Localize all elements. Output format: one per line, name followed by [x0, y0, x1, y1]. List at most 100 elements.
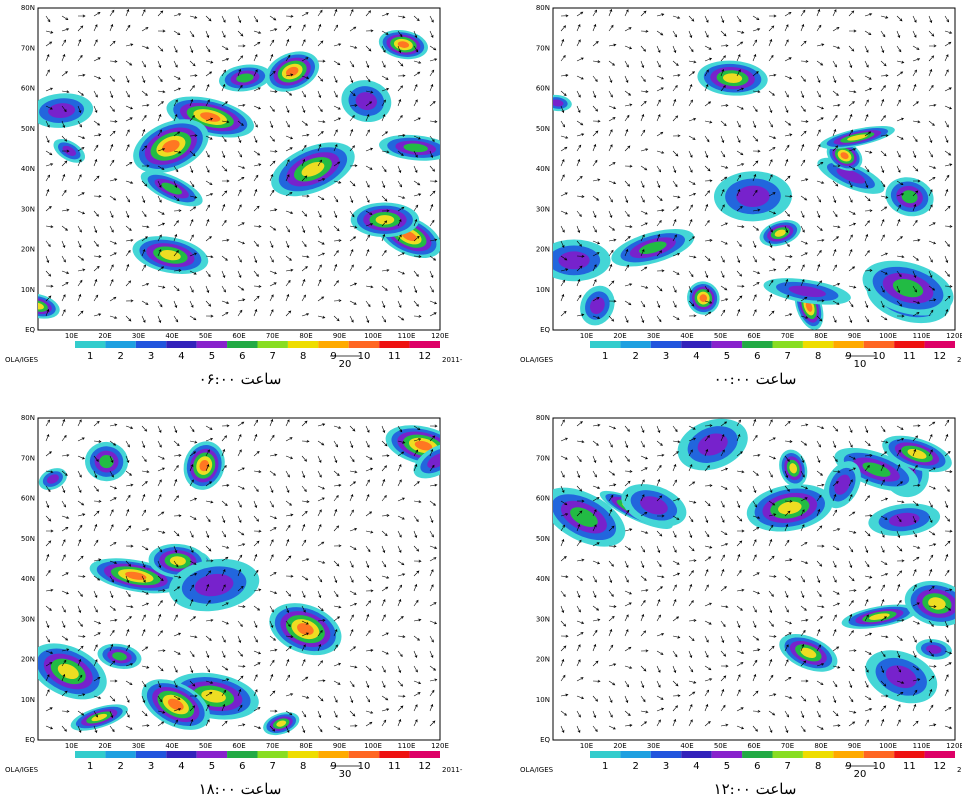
lon-label: 100E [364, 332, 382, 340]
wind-vectors [45, 8, 438, 324]
lat-label: EQ [540, 736, 550, 744]
convection-blob [99, 455, 114, 469]
colorbar-label: 2 [632, 351, 638, 362]
lon-label: 40E [165, 742, 178, 750]
colorbar-swatch [75, 751, 106, 758]
lon-label: 60E [747, 742, 760, 750]
lon-label: 110E [913, 332, 931, 340]
vector-ref-label: 20 [339, 359, 352, 370]
lat-label: 10N [536, 286, 550, 294]
map-panel: 80N 70N 60N 50N 40N 30N 20N 10N EQ 10E 20E 30E 40E 50… [5, 4, 463, 388]
lat-label: 50N [21, 125, 35, 133]
lat-label: 10N [536, 696, 550, 704]
colorbar-swatch [772, 751, 803, 758]
colorbar-label: 4 [693, 351, 699, 362]
lon-label: 40E [680, 742, 693, 750]
colorbar-swatch [227, 341, 258, 348]
vector-ref-label: 20 [854, 769, 867, 780]
lon-label: 60E [747, 332, 760, 340]
colorbar-label: 2 [632, 761, 638, 772]
colorbar-swatch [590, 751, 621, 758]
lon-label: 120E [431, 742, 449, 750]
convection-blob [236, 73, 254, 83]
colorbar-label: 10 [873, 761, 886, 772]
colorbar-swatch [318, 341, 349, 348]
colorbar-swatch [924, 341, 955, 348]
lon-label: 40E [680, 332, 693, 340]
colorbar-swatch [227, 751, 258, 758]
convection-blob [169, 556, 186, 566]
lon-label: 70E [781, 742, 794, 750]
lon-label: 90E [848, 742, 861, 750]
convection-blob [638, 241, 667, 255]
colorbar-label: 7 [270, 351, 276, 362]
lon-label: 40E [165, 332, 178, 340]
colorbar-label: 12 [933, 761, 946, 772]
convection-blob [589, 297, 605, 315]
colorbar-label: 8 [815, 351, 821, 362]
lat-label: EQ [25, 326, 35, 334]
colorbar-label: 9 [845, 761, 851, 772]
lon-label: 90E [848, 332, 861, 340]
colorbar-label: 12 [933, 351, 946, 362]
date: 2011- [957, 356, 962, 364]
colorbar-swatch [924, 751, 955, 758]
convection-blob [301, 161, 325, 177]
colorbar-label: 11 [388, 351, 401, 362]
colorbar-label: 9 [845, 351, 851, 362]
convection-blob [167, 698, 184, 711]
credit: OLA/IGES [5, 766, 39, 774]
credit: OLA/IGES [520, 766, 554, 774]
convection-blob [774, 229, 786, 237]
convection-blob [800, 647, 817, 658]
colorbar-label: 2 [117, 761, 123, 772]
lon-label: 80E [814, 742, 827, 750]
colorbar-swatch [105, 341, 136, 348]
lat-label: 20N [536, 656, 550, 664]
lon-label: 60E [232, 742, 245, 750]
convection-blob [834, 474, 851, 495]
colorbar-label: 5 [724, 761, 730, 772]
convection-blob [558, 251, 590, 270]
caption: ساعت ۱۲:۰۰ [714, 780, 797, 798]
convection-blob [778, 501, 802, 515]
date: 2011- [442, 356, 463, 364]
map-panel: 80N 70N 60N 50N 40N 30N 20N 10N EQ 10E 20E 30E 40E 50… [5, 414, 463, 798]
lat-label: 70N [536, 44, 550, 52]
lat-label: 20N [21, 246, 35, 254]
colorbar-label: 3 [148, 351, 154, 362]
field [38, 418, 440, 736]
convection-blob [375, 215, 395, 225]
lat-label: 60N [536, 85, 550, 93]
colorbar-swatch [650, 751, 682, 758]
caption: ساعت ۱۸:۰۰ [199, 780, 282, 798]
colorbar-swatch [590, 341, 621, 348]
lat-label: 50N [536, 535, 550, 543]
lon-label: 20E [613, 332, 626, 340]
convection-blob [699, 294, 708, 302]
colorbar-label: 12 [418, 351, 431, 362]
convection-blob [907, 448, 927, 459]
lat-label: 60N [21, 495, 35, 503]
field [38, 8, 440, 324]
lon-label: 80E [814, 332, 827, 340]
convection-blob [62, 145, 77, 156]
lon-label: 120E [431, 332, 449, 340]
colorbar-swatch [135, 751, 167, 758]
colorbar-swatch [409, 341, 440, 348]
colorbar-label: 6 [754, 761, 760, 772]
lon-label: 20E [613, 742, 626, 750]
colorbar-swatch [802, 341, 834, 348]
convection-blob [427, 453, 440, 469]
convection-blob [46, 474, 59, 484]
colorbar-swatch [681, 341, 712, 348]
lon-label: 90E [333, 332, 346, 340]
convection-blob [194, 573, 234, 597]
lon-label: 70E [266, 332, 279, 340]
lat-label: 50N [536, 125, 550, 133]
colorbar-swatch [75, 341, 106, 348]
colorbar-label: 12 [418, 761, 431, 772]
convection-blob [788, 285, 826, 298]
convection-blob [847, 134, 868, 141]
lat-label: 70N [21, 44, 35, 52]
